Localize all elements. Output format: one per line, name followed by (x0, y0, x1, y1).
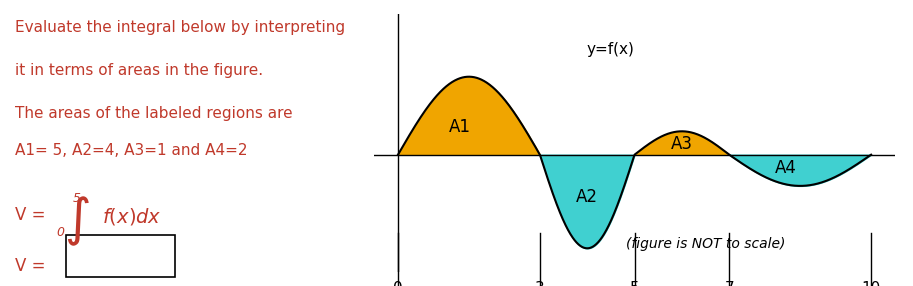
Text: A3: A3 (671, 135, 693, 153)
Text: V =: V = (15, 206, 50, 224)
Text: A4: A4 (775, 158, 797, 176)
Text: (figure is NOT to scale): (figure is NOT to scale) (625, 237, 785, 251)
Text: 5: 5 (73, 192, 81, 204)
Text: A2: A2 (576, 188, 598, 206)
FancyBboxPatch shape (66, 235, 175, 277)
Text: V =: V = (15, 257, 50, 275)
Text: 0: 0 (57, 226, 65, 239)
Text: $f(x)dx$: $f(x)dx$ (102, 206, 162, 227)
Text: The areas of the labeled regions are: The areas of the labeled regions are (15, 106, 292, 121)
Text: $\int$: $\int$ (64, 194, 89, 248)
Text: A1: A1 (448, 118, 470, 136)
Text: Evaluate the integral below by interpreting: Evaluate the integral below by interpret… (15, 20, 345, 35)
Text: it in terms of areas in the figure.: it in terms of areas in the figure. (15, 63, 263, 78)
Text: y=f(x): y=f(x) (587, 42, 635, 57)
Text: A1= 5, A2=4, A3=1 and A4=2: A1= 5, A2=4, A3=1 and A4=2 (15, 143, 247, 158)
